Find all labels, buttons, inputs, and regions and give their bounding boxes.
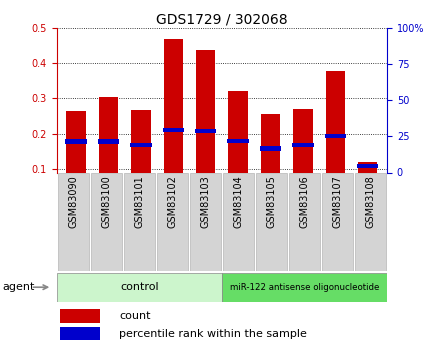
Bar xyxy=(260,114,279,172)
Bar xyxy=(321,172,352,271)
Bar xyxy=(194,129,216,133)
Bar xyxy=(195,50,215,172)
Bar xyxy=(227,139,248,143)
Bar xyxy=(325,71,344,172)
Text: GSM83105: GSM83105 xyxy=(266,176,276,228)
Text: GSM83108: GSM83108 xyxy=(365,176,375,228)
Bar xyxy=(228,91,247,172)
Bar xyxy=(354,172,385,271)
Text: GSM83106: GSM83106 xyxy=(299,176,309,228)
Bar xyxy=(163,39,183,172)
Bar xyxy=(255,172,286,271)
Text: miR-122 antisense oligonucleotide: miR-122 antisense oligonucleotide xyxy=(229,283,378,292)
Bar xyxy=(56,273,221,302)
Bar xyxy=(221,273,386,302)
Bar xyxy=(131,110,150,172)
Text: GSM83104: GSM83104 xyxy=(233,176,243,228)
Bar xyxy=(222,172,253,271)
Bar xyxy=(288,172,319,271)
Bar xyxy=(65,139,86,144)
Bar xyxy=(90,172,122,271)
Text: agent: agent xyxy=(2,282,34,292)
Text: count: count xyxy=(119,312,151,321)
Text: GSM83107: GSM83107 xyxy=(332,176,342,228)
Bar xyxy=(356,164,378,168)
Bar xyxy=(162,128,184,132)
Bar xyxy=(130,143,151,147)
Bar xyxy=(98,139,119,144)
Text: GSM83100: GSM83100 xyxy=(101,176,111,228)
Bar xyxy=(293,109,312,172)
Bar xyxy=(292,143,313,147)
Text: GSM83090: GSM83090 xyxy=(68,176,78,228)
Bar xyxy=(57,172,89,271)
Text: GSM83102: GSM83102 xyxy=(167,176,177,228)
Text: control: control xyxy=(120,282,158,292)
Bar xyxy=(123,172,155,271)
Bar xyxy=(357,162,377,172)
Text: GSM83103: GSM83103 xyxy=(200,176,210,228)
Bar xyxy=(60,327,99,340)
Text: GSM83101: GSM83101 xyxy=(134,176,144,228)
Bar xyxy=(66,111,85,172)
Bar xyxy=(259,146,280,150)
Bar xyxy=(189,172,220,271)
Bar xyxy=(156,172,187,271)
Bar xyxy=(99,97,118,172)
Title: GDS1729 / 302068: GDS1729 / 302068 xyxy=(156,12,287,27)
Bar xyxy=(324,134,345,138)
Text: percentile rank within the sample: percentile rank within the sample xyxy=(119,329,306,338)
Bar xyxy=(60,309,99,323)
